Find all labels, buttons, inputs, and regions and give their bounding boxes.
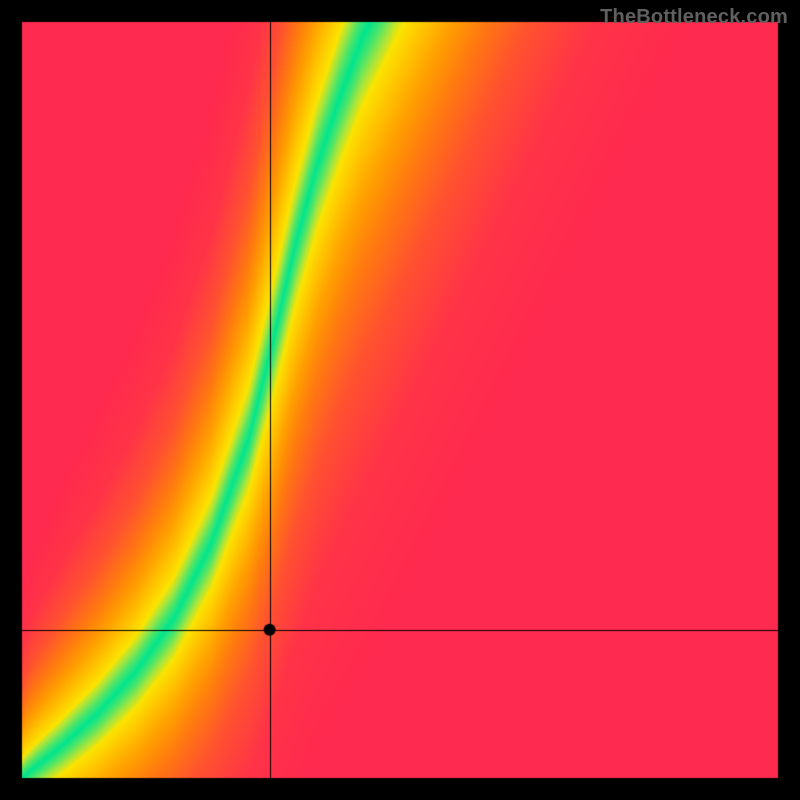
bottleneck-heatmap-canvas [0, 0, 800, 800]
figure-container: TheBottleneck.com [0, 0, 800, 800]
watermark-text: TheBottleneck.com [600, 6, 788, 29]
